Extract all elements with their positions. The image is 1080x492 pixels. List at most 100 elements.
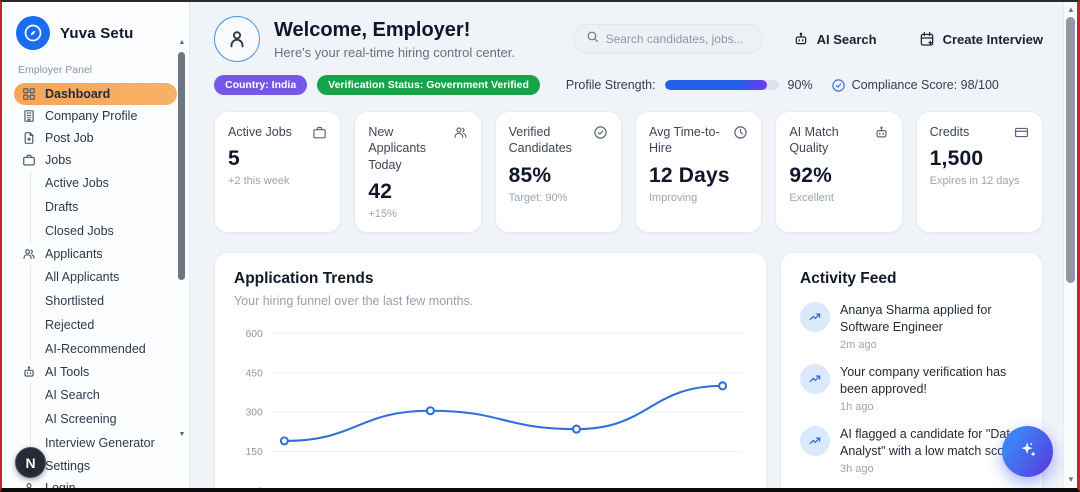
sidebar-item-ai-tools[interactable]: AI Tools [14, 361, 177, 383]
credit-card-icon [1014, 125, 1029, 140]
compliance-score: Compliance Score: 98/100 [831, 78, 999, 93]
page-header: Welcome, Employer! Here's your real-time… [214, 16, 1043, 62]
sidebar-item-company-profile[interactable]: Company Profile [14, 105, 177, 127]
page-subtitle: Here's your real-time hiring control cen… [274, 44, 515, 60]
stat-card-avg-time-to-hire[interactable]: Avg Time-to-Hire 12 Days Improving [635, 111, 763, 233]
stat-subtext: Improving [649, 191, 698, 204]
window-scroll-down-icon[interactable]: ▼ [1067, 475, 1075, 484]
activity-timestamp: 3h ago [840, 462, 874, 475]
stat-subtext: Expires in 12 days [929, 175, 1020, 188]
sidebar-item-post-job[interactable]: Post Job [14, 127, 177, 149]
stat-label: Credits [929, 125, 970, 139]
sidebar-item-applicants[interactable]: Applicants [14, 243, 177, 265]
y-axis-tick-label: 150 [246, 447, 263, 458]
sidebar-scroll-up-icon[interactable]: ▲ [178, 39, 186, 46]
stat-value: 85% [508, 163, 552, 187]
stat-value: 92% [789, 163, 832, 187]
stat-card-new-applicants-today[interactable]: New Applicants Today 42 +15% [354, 111, 482, 233]
sidebar-nav: Dashboard Company Profile Post Job Jobs Acti… [14, 83, 177, 488]
dashboard-panels: Application Trends Your hiring funnel ov… [214, 251, 1043, 488]
sidebar-item-login[interactable]: Login [14, 477, 177, 488]
y-axis-tick-label: 0 [257, 486, 263, 488]
window-scrollbar[interactable]: ▲ ▼ [1063, 2, 1077, 488]
person-icon [230, 31, 244, 48]
stat-subtext: +2 this week [228, 175, 290, 188]
sidebar-scrollbar[interactable]: ▲ ▼ [177, 39, 187, 439]
sidebar-subnav: AI Search AI Screening Interview Generator [30, 383, 177, 455]
search-icon [586, 30, 599, 48]
application-trends-subtitle: Your hiring funnel over the last few mon… [234, 293, 474, 308]
sidebar-section-label: Employer Panel [18, 64, 93, 76]
activity-text: AI flagged a candidate for "Data Analyst… [840, 426, 1019, 459]
ai-assistant-fab[interactable] [1002, 426, 1053, 477]
stat-value: 1,500 [929, 147, 984, 171]
profile-strength-value: 90% [787, 78, 813, 92]
sidebar-scrollbar-thumb[interactable] [178, 52, 185, 280]
stat-card-verified-candidates[interactable]: Verified Candidates 85% Target: 90% [494, 111, 622, 233]
users-icon [453, 125, 468, 173]
grid-icon [22, 87, 36, 101]
application-trends-card: Application Trends Your hiring funnel ov… [214, 251, 767, 488]
activity-text: Ananya Sharma applied for Software Engin… [840, 302, 992, 335]
chart-data-point[interactable] [425, 405, 435, 416]
status-bar: Country: India Verification Status: Gover… [214, 75, 1043, 95]
brand-name: Yuva Setu [60, 24, 134, 42]
chart-data-point[interactable] [571, 424, 581, 434]
y-axis-tick-label: 300 [246, 407, 263, 418]
clock-icon [733, 125, 748, 157]
activity-feed-card: Activity Feed Ananya Sharma applied for … [780, 251, 1043, 488]
employer-avatar [214, 16, 260, 62]
sidebar-item-jobs[interactable]: Jobs [14, 149, 177, 171]
sidebar-subitem-shortlisted[interactable]: Shortlisted [45, 294, 105, 308]
activity-item[interactable]: Ananya Sharma applied for Software Engin… [800, 301, 1023, 351]
sidebar-subitem-all-applicants[interactable]: All Applicants [45, 270, 120, 284]
trending-up-icon [800, 425, 830, 456]
sidebar-subitem-drafts[interactable]: Drafts [45, 200, 79, 214]
stat-label: Active Jobs [228, 125, 292, 139]
sidebar-item-dashboard[interactable]: Dashboard [14, 83, 177, 105]
window-scroll-up-icon[interactable]: ▲ [1067, 5, 1075, 14]
chart-data-point[interactable] [718, 381, 728, 391]
stat-card-active-jobs[interactable]: Active Jobs 5 +2 this week [214, 111, 342, 233]
activity-feed-list: Ananya Sharma applied for Software Engin… [800, 301, 1023, 488]
sidebar-scroll-down-icon[interactable]: ▼ [178, 431, 186, 438]
sidebar-subitem-ai-search[interactable]: AI Search [45, 388, 100, 402]
stat-subtext: Excellent [789, 191, 834, 204]
sidebar-subitem-active-jobs[interactable]: Active Jobs [45, 176, 109, 190]
sidebar-item-label: Applicants [45, 247, 103, 261]
y-axis-tick-label: 600 [246, 329, 263, 340]
ai-search-label: AI Search [816, 31, 877, 47]
building-icon [22, 109, 36, 123]
create-interview-button[interactable]: Create Interview [919, 31, 1043, 47]
sidebar-subitem-ai-recommended[interactable]: AI-Recommended [45, 342, 146, 356]
page-title: Welcome, Employer! [274, 18, 471, 41]
sidebar-subitem-ai-screening[interactable]: AI Screening [45, 412, 117, 426]
ai-search-button[interactable]: AI Search [793, 31, 877, 47]
app-logo-compass-icon [16, 16, 50, 50]
chart-data-point[interactable] [279, 436, 289, 446]
activity-item[interactable]: Your company verification has been appro… [800, 363, 1023, 413]
sidebar-subitem-closed-jobs[interactable]: Closed Jobs [45, 224, 114, 238]
sidebar-item-label: Settings [45, 459, 91, 473]
calendar-plus-icon [919, 31, 935, 47]
activity-feed-title: Activity Feed [800, 269, 897, 287]
user-icon [22, 481, 36, 488]
search-input[interactable] [605, 32, 746, 46]
stat-card-ai-match-quality[interactable]: AI Match Quality 92% Excellent [775, 111, 903, 233]
sidebar-subitem-interview-generator[interactable]: Interview Generator [45, 436, 155, 450]
sidebar-subitem-rejected[interactable]: Rejected [45, 318, 95, 332]
nextjs-dev-badge[interactable]: N [15, 447, 46, 478]
bot-icon [793, 31, 809, 47]
badge-check-icon [831, 78, 846, 93]
application-trends-chart: 600 450 300 150 0 [234, 321, 747, 488]
activity-item[interactable]: AI flagged a candidate for "Data Analyst… [800, 425, 1023, 475]
chart-line-applications [284, 384, 723, 442]
file-plus-icon [22, 131, 36, 145]
stat-label: AI Match Quality [789, 125, 839, 156]
main-content: Welcome, Employer! Here's your real-time… [190, 2, 1077, 488]
line-chart: 600 450 300 150 0 [246, 329, 743, 488]
activity-timestamp: 2m ago [840, 338, 877, 351]
window-scrollbar-thumb[interactable] [1066, 17, 1075, 283]
stat-card-credits[interactable]: Credits 1,500 Expires in 12 days [915, 111, 1043, 233]
brand[interactable]: Yuva Setu [16, 16, 177, 50]
